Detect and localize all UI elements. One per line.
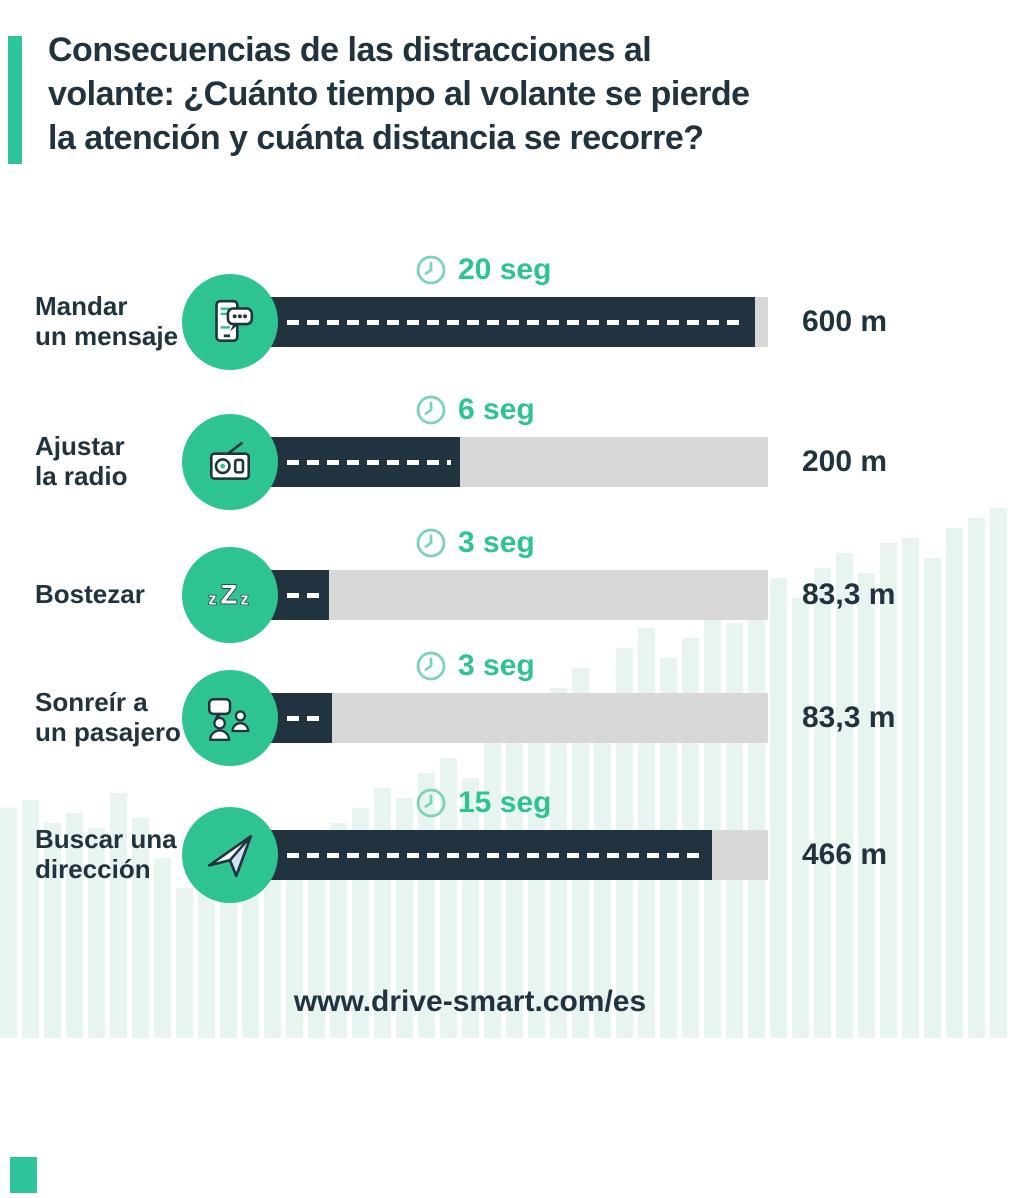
time-label-group: 3 seg [415,526,535,560]
clock-icon [416,788,446,818]
activity-label: Mandar un mensaje [35,291,179,351]
skyline-bar [88,828,105,1038]
distance-track [255,297,768,347]
distance-value: 600 m [802,305,888,338]
activity-label: Ajustar la radio [35,431,128,491]
time-value: 3 seg [458,526,535,559]
skyline-bar [176,888,193,1038]
distance-track [255,830,768,880]
skyline-bar [66,813,83,1038]
phone-message-icon [215,299,254,342]
clock-icon [416,528,446,558]
skyline-bar [924,558,941,1038]
skyline-bar [792,598,809,1038]
activity-label: Bostezar [35,579,145,610]
skyline-bar [770,578,787,1038]
road-bar [255,297,756,347]
yawn-icon: z Z z [208,579,250,611]
activity-icon-circle [182,414,278,510]
distance-track [255,437,768,487]
corner-accent-bar [10,1157,37,1193]
skyline-bar [836,553,853,1038]
activity-label: Buscar una dirección [35,824,177,884]
road-bar [255,437,461,487]
distance-value: 200 m [802,445,888,478]
svg-text:z: z [240,589,248,608]
time-value: 20 seg [458,253,552,286]
skyline-bar [946,528,963,1038]
smile-passenger-icon [207,698,250,741]
time-value: 6 seg [458,393,535,426]
clock-icon [416,255,446,285]
skyline-bar [484,743,501,1038]
skyline-bar [110,793,127,1038]
activity-icon-circle [182,274,278,370]
time-value: 3 seg [458,649,535,682]
skyline-bar [264,833,281,1038]
skyline-bar [154,858,171,1038]
distraction-row: Ajustar la radio 6 seg 200 m [0,392,1024,532]
distraction-row: Sonreír a un pasajero 3 seg [0,648,1024,788]
distance-value: 83,3 m [802,578,896,611]
title-accent-bar [8,36,22,164]
skyline-bar [220,863,237,1038]
activity-icon-circle: z Z z [182,547,278,643]
page-title: Consecuencias de las distracciones al vo… [48,31,750,158]
distraction-row: Bostezar 3 seg z Z z 83,3 m [0,525,1024,665]
activity-label: Sonreír a un pasajero [35,687,181,747]
skyline-bar [814,568,831,1038]
time-label-group: 6 seg [415,393,535,427]
time-value: 15 seg [458,786,552,819]
skyline-bar [286,853,303,1038]
activity-icon-circle [182,807,278,903]
activity-icon-circle [182,670,278,766]
time-label-group: 20 seg [415,253,551,287]
distance-track [255,693,768,743]
time-label-group: 3 seg [415,649,535,683]
svg-text:Z: Z [221,579,238,609]
skyline-bar [198,878,215,1038]
distraction-row: Buscar una dirección 15 seg 466 m [0,785,1024,925]
skyline-bar [880,543,897,1038]
skyline-bar [858,573,875,1038]
svg-text:z: z [208,589,216,608]
distraction-row: Mandar un mensaje 20 seg [0,252,1024,392]
skyline-bar [22,800,39,1038]
time-label-group: 15 seg [415,786,551,820]
skyline-bar [44,823,61,1038]
skyline-bar [902,538,919,1038]
skyline-bar [0,808,17,1038]
distance-track [255,570,768,620]
radio-icon [210,442,250,480]
distance-value: 83,3 m [802,701,896,734]
website-url: www.drive-smart.com/es [293,985,647,1018]
road-bar [255,830,712,880]
navigation-icon [207,835,253,878]
skyline-bar [440,758,457,1038]
skyline-bar [132,818,149,1038]
distance-value: 466 m [802,838,888,871]
clock-icon [416,651,446,681]
skyline-bar [506,728,523,1038]
skyline-bar [990,508,1007,1038]
skyline-bar [968,518,985,1038]
skyline-bar [308,838,325,1038]
clock-icon [416,395,446,425]
